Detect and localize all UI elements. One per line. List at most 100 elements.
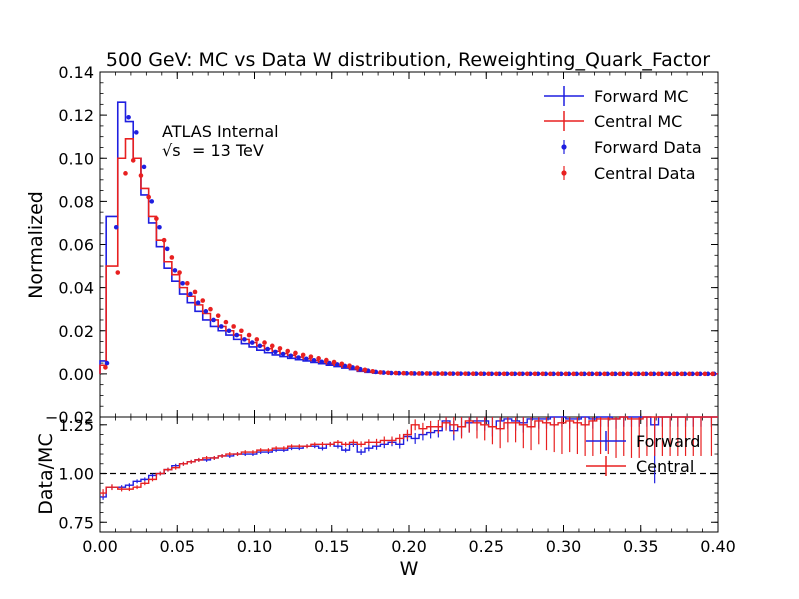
y-tick-label: 0.10 [58,149,94,168]
data-point-central-data [254,337,260,342]
data-point-central-data [385,370,391,376]
energy-label: = 13 TeV [192,141,264,160]
data-point-forward-data [242,337,247,342]
data-point-forward-data [218,324,224,329]
data-point-central-data [393,370,399,376]
data-point-forward-data [126,114,131,120]
y-tick-label: 0.04 [58,279,94,298]
data-point-central-data [609,371,615,377]
data-point-central-data [339,361,345,367]
data-point-forward-data [226,328,232,334]
data-point-forward-data [327,360,332,366]
x-tick-label: 0.20 [391,537,427,556]
data-point-central-data [702,371,708,377]
data-point-central-data [501,371,507,377]
data-point-central-data [269,343,275,349]
ratio-legend: Forward Central [586,431,700,476]
data-point-central-data [293,350,298,356]
data-point-central-data [470,371,476,377]
data-point-central-data [161,237,167,243]
data-point-central-data [324,357,329,363]
data-point-central-data [679,371,684,377]
data-point-central-data [277,346,283,351]
data-point-central-data [177,270,182,275]
data-point-central-data [663,371,669,377]
y-tick-label: 0.00 [58,365,94,384]
data-point-forward-data [211,317,216,323]
data-point-central-data [331,359,337,365]
ratio-plot-y-axis-label: Data/MC [35,433,57,514]
data-point-central-data [123,171,128,176]
data-point-forward-data [249,340,255,345]
y-tick-label: 0.14 [58,63,94,82]
x-tick-label: 0.25 [468,537,504,556]
data-point-central-data [548,371,553,377]
data-point-central-data [455,371,460,376]
data-point-central-data [103,365,108,370]
main-plot-series [99,101,718,377]
data-point-central-data [432,371,437,376]
data-point-central-data [710,371,715,377]
data-point-central-data [154,216,159,221]
data-point-central-data [215,313,221,318]
data-point-forward-data [134,130,139,135]
data-point-forward-data [257,343,263,349]
data-point-forward-data [303,356,309,362]
data-point-central-data [308,354,314,359]
data-point-central-data [231,324,236,329]
data-point-central-data [540,371,545,377]
data-point-central-data [493,371,499,377]
data-point-central-data [223,319,229,325]
legend-label-central: Central [636,457,694,476]
data-point-central-data [563,371,569,377]
data-point-central-data [130,158,136,163]
data-point-forward-data [188,291,193,297]
data-point-forward-data [141,164,147,170]
data-point-forward-data [164,246,170,252]
data-point-central-data [602,371,607,377]
ratio-y-tick-label: 1.25 [58,416,94,435]
data-point-central-data [509,371,515,377]
x-tick-label: 0.40 [700,537,736,556]
data-point-central-data [208,306,213,312]
data-point-central-data [146,194,151,200]
x-tick-label: 0.30 [546,537,582,556]
data-point-central-data [633,371,638,377]
data-point-central-data [347,363,352,368]
data-point-central-data [424,371,430,376]
data-point-central-data [246,332,252,338]
data-point-forward-data [180,281,185,286]
data-point-forward-data [296,355,301,360]
data-point-central-data [478,371,484,377]
data-point-central-data [354,365,360,370]
x-tick-label: 0.00 [82,537,118,556]
data-point-forward-data [149,199,155,204]
ratio-y-tick-label: 0.75 [58,513,94,532]
atlas-label: ATLAS Internal [162,122,279,141]
data-point-central-data [239,328,244,334]
data-point-central-data [555,371,561,377]
ratio-step-forward [100,416,718,498]
data-point-forward-data [195,300,201,306]
data-point-forward-data [113,224,119,230]
x-axis-label: W [400,558,419,580]
main-plot-y-axis-label: Normalized [25,191,47,299]
data-point-central-data [285,348,291,354]
data-point-central-data [184,281,190,286]
data-point-central-data [578,371,584,377]
main-legend: Forward MC Central MC Forward Data Centr… [544,86,702,183]
data-point-forward-data [172,268,178,273]
data-point-central-data [694,371,700,377]
data-point-central-data [115,270,121,275]
ratio-plot-axes: 0.75 1.00 1.25 0.00 0.05 0.10 0.15 0.20 0.25 0.30… [58,416,735,556]
data-point-central-data [370,368,375,374]
legend-label-central-mc: Central MC [594,112,682,131]
ratio-plot-series [100,416,718,500]
data-point-central-data [316,356,321,361]
data-point-forward-data [273,349,278,355]
data-point-central-data [687,371,692,377]
data-point-central-data [300,352,306,358]
data-point-central-data [138,173,144,178]
data-point-central-data [571,371,576,377]
data-point-forward-data [280,351,286,357]
